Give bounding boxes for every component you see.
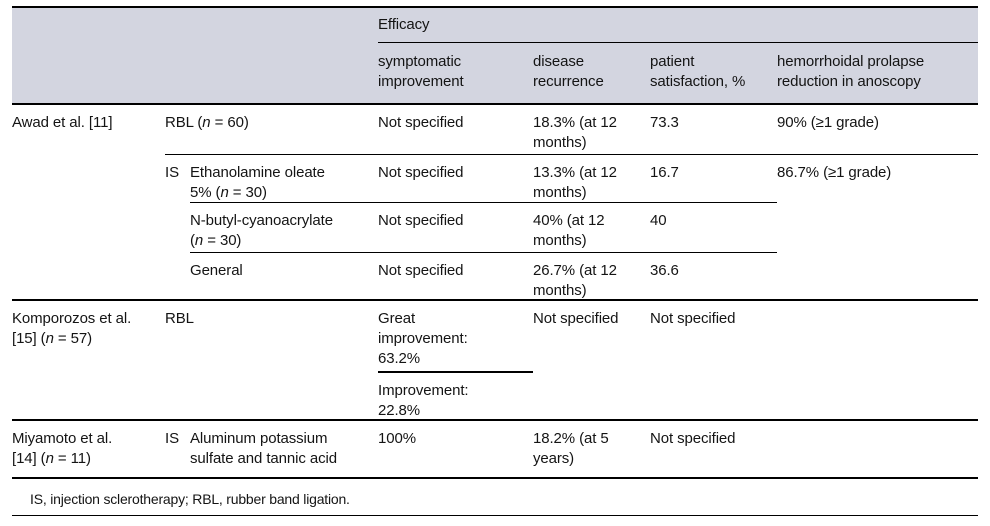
cell-komporozos-treatment: RBL — [165, 310, 194, 327]
block-separator-rule — [12, 419, 978, 421]
col-header-symptomatic-improvement: symptomatic improvement — [378, 53, 464, 90]
table-footnote: IS, injection sclerotherapy; RBL, rubber… — [30, 490, 350, 507]
block-separator-rule — [12, 299, 978, 301]
bottom-rule — [12, 514, 978, 516]
cell-awad-nbutyl-treatment: N-butyl-cyanoacrylate (n = 30) — [190, 212, 333, 249]
col-header-hemorrhoidal-prolapse: hemorrhoidal prolapse reduction in anosc… — [777, 53, 925, 90]
cell-awad-nbutyl-patient: 40 — [650, 212, 667, 229]
efficacy-table: Efficacy symptomatic improvement disease… — [12, 6, 978, 516]
header-bottom-rule — [12, 103, 978, 105]
cell-awad-general-disease: 26.7% (at 12 months) — [533, 262, 617, 299]
cell-awad-ethanolamine-treatment: Ethanolamine oleate 5% (n = 30) — [190, 164, 325, 201]
cell-komporozos-symptomatic-improvement: Improvement: 22.8% — [378, 382, 469, 419]
cell-awad-rbl-hemorrhoid: 90% (≥1 grade) — [777, 114, 879, 131]
cell-miyamoto-symptomatic: 100% — [378, 430, 416, 447]
study-awad: Awad et al. [11] — [12, 114, 113, 131]
cell-awad-rbl-treatment: RBL (n = 60) — [165, 114, 249, 131]
cell-miyamoto-disease: 18.2% (at 5 years) — [533, 430, 609, 467]
top-rule — [12, 6, 978, 8]
cell-miyamoto-is-marker: IS — [165, 430, 179, 447]
row-group-miyamoto: Miyamoto et al. [14] (n = 11) IS Aluminu… — [12, 421, 978, 477]
col-header-disease-recurrence: disease recurrence — [533, 53, 604, 90]
cell-awad-ethanolamine-patient: 16.7 — [650, 164, 679, 181]
row-group-komporozos: Komporozos et al. [15] (n = 57) RBL Grea… — [12, 301, 978, 419]
cell-awad-general-symptomatic: Not specified — [378, 262, 464, 279]
cell-awad-nbutyl-disease: 40% (at 12 months) — [533, 212, 605, 249]
cell-komporozos-symptomatic-great: Great improvement: 63.2% — [378, 310, 468, 367]
footnote-top-rule — [12, 477, 978, 479]
cell-miyamoto-treatment: Aluminum potassium sulfate and tannic ac… — [190, 430, 337, 467]
divider — [378, 371, 533, 373]
cell-awad-is-marker: IS — [165, 164, 179, 181]
cell-awad-is-hemorrhoid: 86.7% (≥1 grade) — [777, 164, 892, 181]
header-group-row: Efficacy — [12, 8, 978, 43]
cell-awad-nbutyl-symptomatic: Not specified — [378, 212, 464, 229]
cell-awad-rbl-symptomatic: Not specified — [378, 114, 464, 131]
divider — [165, 154, 978, 155]
efficacy-group-label: Efficacy — [378, 8, 978, 43]
study-komporozos: Komporozos et al. [15] (n = 57) — [12, 310, 132, 347]
cell-awad-general-patient: 36.6 — [650, 262, 679, 279]
cell-awad-rbl-patient: 73.3 — [650, 114, 679, 131]
cell-awad-ethanolamine-symptomatic: Not specified — [378, 164, 464, 181]
header-columns-row: symptomatic improvement disease recurren… — [12, 43, 978, 103]
cell-awad-ethanolamine-disease: 13.3% (at 12 months) — [533, 164, 617, 201]
cell-miyamoto-patient: Not specified — [650, 430, 736, 447]
row-group-awad: Awad et al. [11] RBL (n = 60) Not specif… — [12, 105, 978, 299]
study-miyamoto: Miyamoto et al. [14] (n = 11) — [12, 430, 113, 467]
col-header-patient-satisfaction: patient satisfaction, % — [650, 53, 746, 90]
divider — [190, 202, 777, 203]
cell-komporozos-patient: Not specified — [650, 310, 736, 327]
divider — [190, 252, 777, 253]
table-header: Efficacy symptomatic improvement disease… — [12, 8, 978, 103]
cell-awad-rbl-disease: 18.3% (at 12 months) — [533, 114, 617, 151]
cell-komporozos-disease: Not specified — [533, 310, 619, 327]
cell-awad-general-treatment: General — [190, 262, 243, 279]
